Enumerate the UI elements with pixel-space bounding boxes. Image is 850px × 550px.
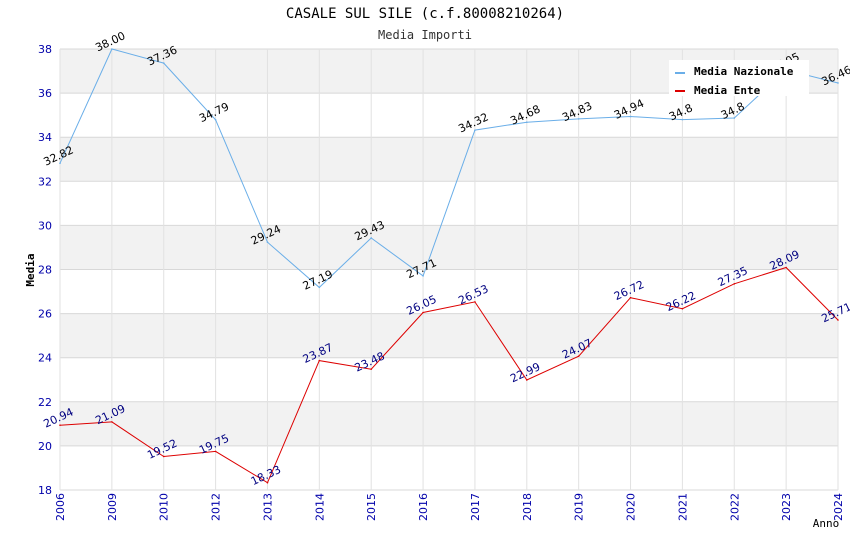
x-tick-label: 2018 (521, 493, 534, 521)
data-point (785, 266, 787, 269)
data-point (526, 121, 528, 124)
data-point (214, 450, 217, 453)
data-point (577, 118, 580, 120)
data-point (577, 355, 580, 357)
data-point (318, 359, 321, 362)
data-point (629, 296, 632, 299)
data-point (111, 48, 113, 50)
x-tick-label: 2006 (54, 493, 67, 521)
data-point (266, 481, 269, 484)
x-axis-ticks: 2006 2009 2010 2012 2013 2014 2015 2016 2017 2018… (54, 493, 845, 521)
plot-band (60, 445, 838, 490)
y-tick-label: 38 (38, 43, 52, 56)
plot-band (60, 93, 838, 138)
legend: Media Nazionale Media Ente (669, 60, 809, 97)
plot-band (60, 357, 838, 402)
x-tick-label: 2012 (210, 493, 223, 521)
x-tick-label: 2016 (417, 493, 430, 521)
x-tick-label: 2020 (625, 493, 638, 521)
data-point (318, 286, 321, 289)
plot-background-bands (60, 49, 838, 490)
y-tick-label: 20 (38, 440, 52, 453)
x-tick-label: 2019 (573, 493, 586, 521)
data-point (733, 283, 736, 285)
series-line-media-nazionale (59, 48, 839, 289)
legend-box (669, 60, 809, 96)
x-tick-label: 2021 (676, 493, 689, 521)
y-tick-label: 24 (38, 352, 52, 365)
y-axis-ticks: 18 20 22 24 26 28 30 32 34 36 38 (38, 43, 52, 497)
series-line-media-ente (59, 266, 839, 484)
plot-band (60, 269, 838, 314)
data-point (59, 162, 61, 165)
data-point (214, 118, 217, 121)
data-point (474, 129, 476, 131)
data-point (681, 118, 684, 121)
y-tick-label: 30 (38, 219, 52, 232)
data-point (526, 379, 528, 381)
data-point (837, 319, 839, 321)
y-tick-label: 32 (38, 175, 52, 188)
data-point (162, 62, 165, 64)
plot-band (60, 313, 838, 358)
y-tick-label: 26 (38, 308, 52, 321)
y-tick-label: 34 (38, 131, 52, 144)
data-point (629, 115, 632, 118)
data-point (422, 275, 424, 277)
series-lines (59, 48, 839, 484)
chart-subtitle: Media Importi (378, 28, 472, 42)
data-point (370, 237, 373, 239)
data-point (474, 301, 476, 303)
data-point (370, 368, 373, 370)
x-tick-label: 2024 (832, 493, 845, 521)
x-tick-label: 2013 (261, 493, 274, 521)
gridlines (59, 48, 839, 491)
x-tick-label: 2015 (365, 493, 378, 521)
data-point (266, 241, 269, 243)
data-point (837, 82, 839, 84)
x-tick-label: 2017 (469, 493, 482, 521)
x-axis-label: Anno (813, 517, 840, 530)
y-tick-label: 22 (38, 396, 52, 409)
data-point (733, 117, 736, 119)
y-axis-label: Media (24, 253, 37, 286)
legend-label-nazionale: Media Nazionale (694, 65, 794, 78)
legend-label-ente: Media Ente (694, 84, 761, 97)
plot-band (60, 137, 838, 182)
x-tick-label: 2010 (158, 493, 171, 521)
data-point (162, 455, 165, 458)
x-tick-label: 2009 (106, 493, 119, 521)
x-tick-label: 2023 (780, 493, 793, 521)
y-tick-label: 28 (38, 264, 52, 277)
x-tick-label: 2022 (728, 493, 741, 521)
data-point (681, 307, 684, 310)
data-point (111, 421, 113, 423)
chart-title: CASALE SUL SILE (c.f.80008210264) (286, 6, 564, 22)
plot-band (60, 401, 838, 446)
data-point (422, 311, 424, 314)
y-tick-label: 18 (38, 484, 52, 497)
y-tick-label: 36 (38, 87, 52, 100)
x-tick-label: 2014 (313, 493, 326, 521)
plot-band (60, 225, 838, 270)
data-point (59, 424, 61, 426)
